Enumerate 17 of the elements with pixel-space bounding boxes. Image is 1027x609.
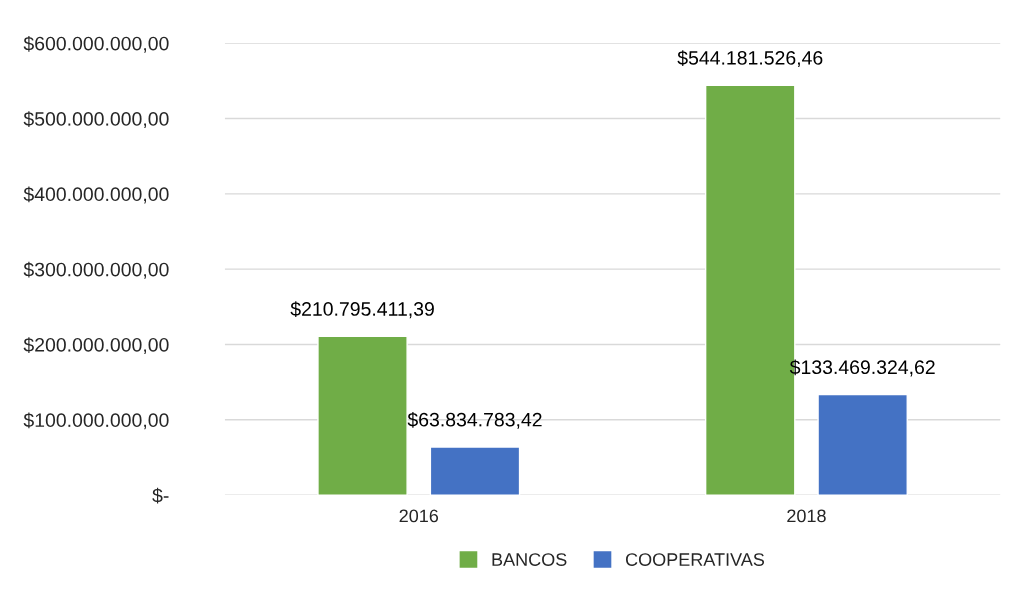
- y-tick-label: $300.000.000,00: [23, 261, 169, 279]
- bar: [317, 335, 408, 496]
- legend-label: BANCOS: [492, 553, 567, 566]
- y-tick-label: $-: [152, 487, 169, 504]
- y-tick-label: $500.000.000,00: [23, 111, 169, 129]
- bar: [429, 446, 521, 496]
- data-label: $544.181.526,46: [677, 50, 823, 68]
- data-label: $210.795.411,39: [290, 301, 434, 319]
- y-tick-label: $400.000.000,00: [23, 186, 169, 204]
- bar: [817, 393, 908, 496]
- y-tick-label: $100.000.000,00: [23, 412, 169, 430]
- x-tick-label: 2016: [399, 509, 439, 523]
- y-tick-label: $600.000.000,00: [23, 35, 169, 53]
- data-label: $63.834.783,42: [407, 411, 542, 429]
- y-tick-label: $200.000.000,00: [23, 337, 169, 355]
- x-tick-label: 2018: [787, 509, 826, 523]
- legend-label: COOPERATIVAS: [625, 553, 765, 566]
